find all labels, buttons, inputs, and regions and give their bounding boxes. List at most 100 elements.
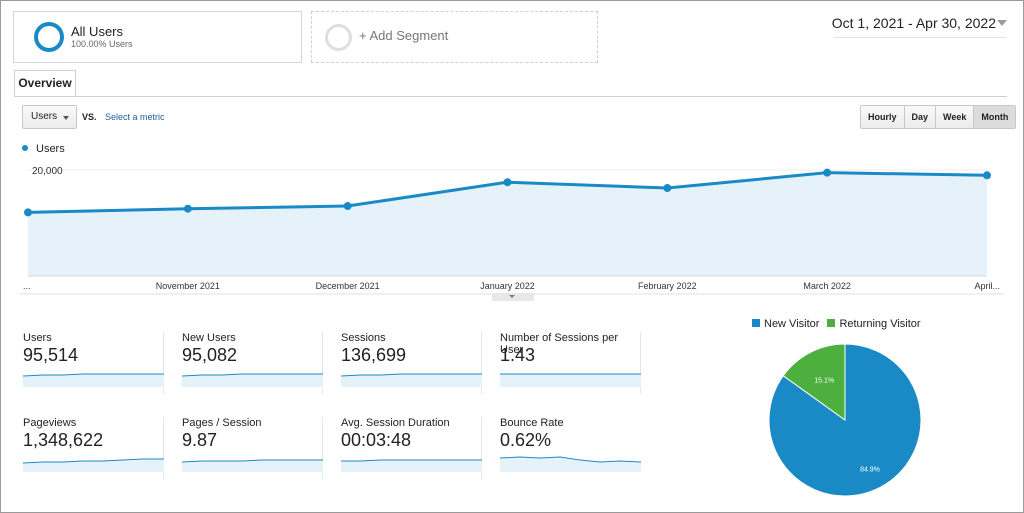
segment-placeholder-icon (325, 24, 352, 51)
select-metric-link[interactable]: Select a metric (105, 112, 165, 122)
x-tick-label: January 2022 (480, 281, 535, 291)
sparkline-area (500, 457, 641, 472)
date-range-picker[interactable]: Oct 1, 2021 - Apr 30, 2022 (831, 15, 996, 31)
metric-label: New Users (182, 332, 236, 344)
x-tick-label: ... (23, 281, 31, 291)
metric-value: 95,082 (182, 345, 238, 365)
chevron-down-icon[interactable] (997, 20, 1007, 26)
data-point[interactable] (983, 171, 991, 180)
x-tick-label: December 2021 (316, 281, 380, 291)
metric-label: Number of Sessions per User (500, 332, 618, 356)
metric-value: 9.87 (182, 430, 218, 450)
date-range-underline (834, 37, 1006, 38)
sparkline (23, 373, 164, 387)
legend-label: New Visitor (764, 318, 820, 330)
legend-dot-icon (22, 145, 28, 151)
sparkline-area (182, 374, 323, 387)
add-segment-label: + Add Segment (359, 28, 449, 43)
tab-divider (14, 96, 1007, 97)
sparkline (341, 373, 482, 387)
metric-value: 1,348,622 (23, 430, 104, 450)
metric-value: 00:03:48 (341, 430, 412, 450)
metric-tile-avg-session-duration[interactable]: Avg. Session Duration 00:03:48 (341, 417, 482, 479)
x-tick-label: November 2021 (156, 281, 220, 291)
period-week-button[interactable]: Week (936, 106, 975, 128)
x-tick-label: April... (974, 281, 1000, 291)
metric-tile-new-users[interactable]: New Users 95,082 (182, 332, 323, 394)
metric-label: Pages / Session (182, 417, 262, 429)
pie-slice-label: 15.1% (814, 377, 834, 384)
data-point[interactable] (183, 204, 192, 213)
sparkline (500, 373, 641, 387)
sparkline-line (23, 458, 164, 464)
tab-overview[interactable]: Overview (14, 70, 76, 96)
sparkline-area (500, 374, 641, 387)
series-area (28, 172, 987, 276)
sparkline-area (182, 460, 323, 472)
x-tick-label: February 2022 (638, 281, 697, 291)
sparkline (341, 459, 482, 472)
legend-swatch-icon (752, 319, 760, 327)
metric-tile-users[interactable]: Users 95,514 (23, 332, 164, 394)
metric-value: 0.62% (500, 430, 552, 450)
chevron-down-icon (509, 295, 515, 298)
data-point[interactable] (823, 168, 832, 177)
period-day-button[interactable]: Day (904, 106, 937, 128)
sparkline (500, 456, 641, 472)
pie-legend: New Visitor Returning Visitor (752, 318, 921, 330)
sparkline-line (341, 373, 482, 377)
sparkline-line (182, 459, 323, 463)
metric-tile-sessions-per-user[interactable]: Number of Sessions per User 1.43 (500, 332, 641, 394)
legend-swatch-icon (827, 319, 836, 327)
sparkline-area (23, 374, 164, 387)
chart-legend: Users (22, 143, 65, 155)
segment-percent: 100.00% Users (71, 39, 133, 49)
segment-name: All Users (71, 24, 124, 39)
legend-series-name: Users (36, 143, 65, 155)
data-point[interactable] (343, 202, 352, 211)
sparkline (182, 373, 323, 387)
sparkline-line (23, 373, 164, 377)
sparkline (182, 459, 323, 472)
add-segment-button[interactable]: + Add Segment (311, 11, 598, 63)
data-point[interactable] (503, 178, 512, 187)
metric-tile-pageviews[interactable]: Pageviews 1,348,622 (23, 417, 164, 479)
segment-all-users[interactable]: All Users 100.00% Users (13, 11, 302, 63)
legend-returning-visitor: Returning Visitor (827, 318, 921, 330)
sparkline-area (341, 374, 482, 387)
data-point[interactable] (24, 208, 32, 217)
metric-dropdown[interactable]: Users (22, 105, 77, 129)
visitor-pie-chart: 84.9% 15.1% (768, 343, 922, 497)
metric-value: 1.43 (500, 345, 536, 365)
legend-label: Returning Visitor (839, 318, 921, 330)
data-point[interactable] (663, 184, 672, 193)
sparkline (23, 458, 164, 472)
metric-label: Users (23, 332, 52, 344)
chart-collapse-handle[interactable] (492, 293, 534, 301)
sparkline-line (182, 373, 323, 377)
metric-label: Pageviews (23, 417, 77, 429)
chevron-down-icon (63, 116, 69, 120)
vs-label: VS. (82, 112, 97, 122)
metric-tile-bounce-rate[interactable]: Bounce Rate 0.62% (500, 417, 641, 479)
metric-tile-sessions[interactable]: Sessions 136,699 (341, 332, 482, 394)
metric-value: 136,699 (341, 345, 407, 365)
pie-slice-label: 84.9% (860, 467, 880, 474)
y-tick-label: 20,000 (32, 166, 63, 177)
period-toggle-group: Hourly Day Week Month (860, 105, 1017, 129)
legend-new-visitor: New Visitor (752, 318, 819, 330)
metric-tile-pages-per-session[interactable]: Pages / Session 9.87 (182, 417, 323, 479)
metric-label: Avg. Session Duration (341, 417, 450, 429)
metric-dropdown-label: Users (31, 111, 58, 122)
metric-label: Bounce Rate (500, 417, 564, 429)
metric-value: 95,514 (23, 345, 79, 365)
period-month-button[interactable]: Month (974, 106, 1016, 128)
sparkline-area (341, 460, 482, 472)
sparkline-line (500, 456, 641, 463)
segment-ring-icon (34, 22, 64, 52)
pie-slice[interactable] (782, 343, 846, 421)
x-tick-label: March 2022 (803, 281, 851, 291)
metric-label: Sessions (341, 332, 386, 344)
period-hourly-button[interactable]: Hourly (861, 106, 905, 128)
